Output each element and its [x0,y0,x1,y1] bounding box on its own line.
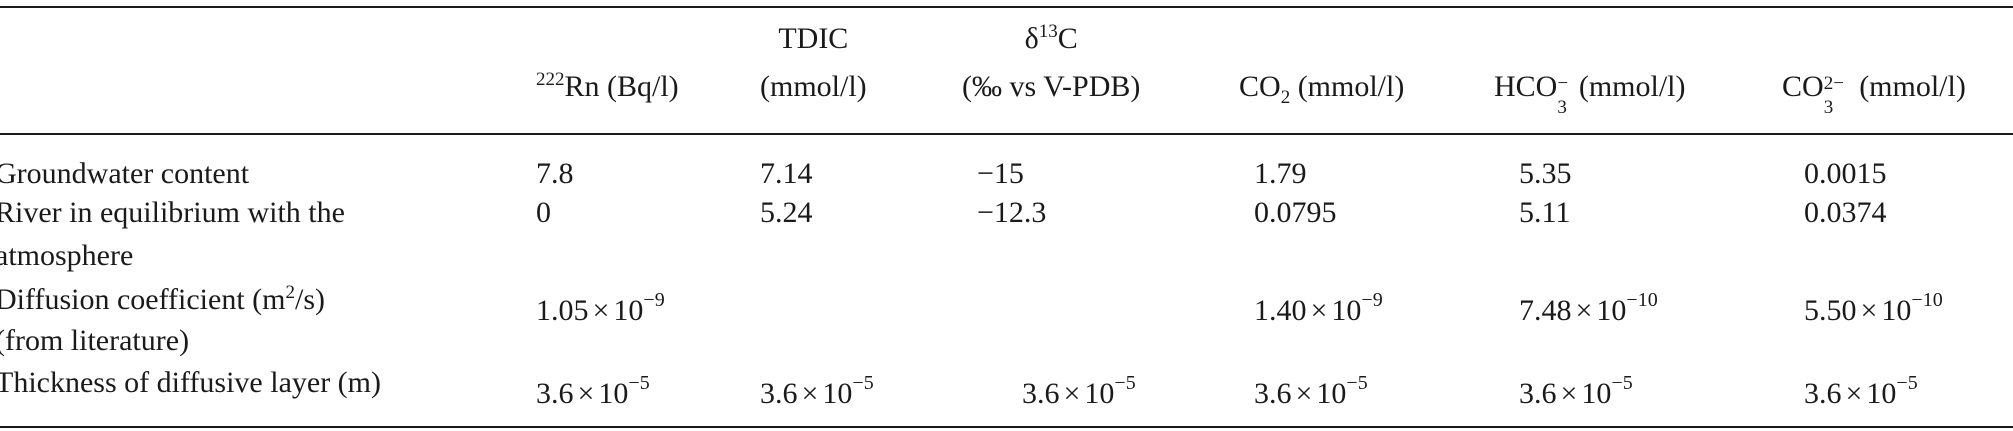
d13c-header-line1: δ13C [962,22,1140,56]
sci-value: 3.6 × 10−5 [1022,366,1136,411]
sci-value: 5.50 × 10−10 [1804,283,1943,328]
row-value: 5.11 [1519,196,1571,229]
mantissa: 3.6 [1022,377,1060,410]
exponent: −5 [628,372,650,394]
header-d13c: δ13C (‰ vs V-PDB) [962,22,1140,104]
mantissa: 3.6 [1519,377,1557,410]
row-value: 0.0374 [1804,196,1887,229]
bottom-rule [0,426,2013,428]
sci-value: 3.6 × 10−5 [760,366,874,411]
diffusion-label-post: /s) [294,283,325,316]
base: 10 [1581,377,1612,410]
row-label: Diffusion coefficient (m2/s) [0,283,325,317]
base: 10 [1866,377,1897,410]
co2-pre: CO [1239,70,1281,103]
row-value: 1.79 [1254,157,1307,190]
tdic-header-line2: (mmol/l) [760,70,867,103]
row-label: (from literature) [0,324,190,357]
times-symbol: × [1295,377,1313,410]
exponent: −5 [852,372,874,394]
exponent: −10 [1626,289,1658,311]
sci-value: 3.6 × 10−5 [1254,366,1368,411]
mantissa: 3.6 [536,377,574,410]
mantissa: 3.6 [1254,377,1292,410]
delta-symbol: δ [1024,22,1039,55]
mantissa: 1.05 [536,294,589,327]
sci-value: 7.48 × 10−10 [1519,283,1658,328]
header-co2: CO2 (mmol/l) [1239,70,1405,107]
sci-value: 3.6 × 10−5 [1804,366,1918,411]
header-rule [0,133,2013,135]
d13c-c: C [1057,22,1078,55]
co2-sub: 2 [1280,87,1291,108]
exponent: −5 [1346,372,1368,394]
tdic-header-line1: TDIC [778,22,849,55]
mantissa: 5.50 [1804,294,1857,327]
times-symbol: × [1575,294,1593,327]
mantissa: 7.48 [1519,294,1572,327]
row-value: 5.24 [760,196,813,229]
header-hco3: HCO −3 (mmol/l) [1494,70,1686,118]
mantissa: 3.6 [1804,377,1842,410]
row-value: −12.3 [977,196,1047,229]
times-symbol: × [1310,294,1328,327]
diffusion-label-pre: Diffusion coefficient (m [0,283,286,316]
base: 10 [598,377,629,410]
times-symbol: × [1860,294,1878,327]
row-label: atmosphere [0,239,134,272]
header-co3: CO 2− 3 (mmol/l) [1782,70,1966,118]
row-value: 5.35 [1519,157,1572,190]
hco3-post: (mmol/l) [1571,70,1686,103]
sci-value: 1.05 × 10−9 [536,283,665,328]
times-symbol: × [1063,377,1081,410]
header-rn: 222Rn (Bq/l) [536,70,679,104]
d13c-sup: 13 [1038,21,1058,42]
base: 10 [1331,294,1362,327]
co3-pre: CO [1782,70,1824,103]
row-value: 0.0795 [1254,196,1337,229]
rn-isotope-prefix: 222 [536,69,565,90]
times-symbol: × [1845,377,1863,410]
hco3-pre: HCO [1494,70,1558,103]
base: 10 [1316,377,1347,410]
exponent: −9 [643,289,665,311]
times-symbol: × [577,377,595,410]
d13c-header-line2: (‰ vs V-PDB) [962,70,1141,103]
row-value: −15 [977,157,1024,190]
sci-value: 1.40 × 10−9 [1254,283,1383,328]
sci-value: 3.6 × 10−5 [1519,366,1633,411]
base: 10 [1596,294,1627,327]
co3-post: (mmol/l) [1851,70,1966,103]
exponent: −10 [1911,289,1943,311]
top-rule [0,6,2013,8]
times-symbol: × [1560,377,1578,410]
row-value: 7.14 [760,157,813,190]
row-value: 0 [536,196,551,229]
sci-value: 3.6 × 10−5 [536,366,650,411]
row-label: River in equilibrium with the [0,196,345,229]
co2-post: (mmol/l) [1290,70,1405,103]
row-label: Groundwater content [0,157,250,190]
header-tdic: TDIC (mmol/l) [760,22,867,104]
exponent: −5 [1611,372,1633,394]
times-symbol: × [801,377,819,410]
exponent: −5 [1114,372,1136,394]
mantissa: 1.40 [1254,294,1307,327]
base: 10 [1881,294,1912,327]
exponent: −5 [1896,372,1918,394]
diffusion-label-sup: 2 [285,282,295,303]
times-symbol: × [592,294,610,327]
mantissa: 3.6 [760,377,798,410]
rn-header-text: Rn (Bq/l) [564,70,679,103]
row-label: Thickness of diffusive layer (m) [0,366,382,399]
exponent: −9 [1361,289,1383,311]
base: 10 [1084,377,1115,410]
row-value: 7.8 [536,157,574,190]
row-value: 0.0015 [1804,157,1887,190]
base: 10 [822,377,853,410]
base: 10 [613,294,644,327]
